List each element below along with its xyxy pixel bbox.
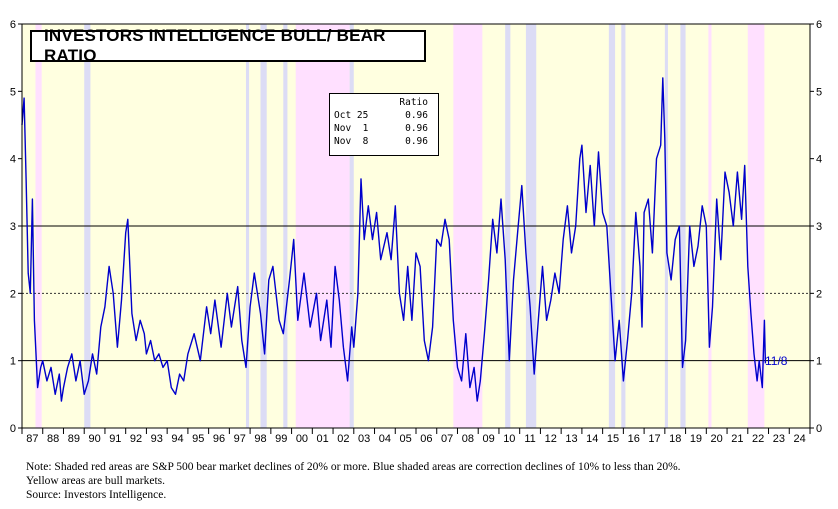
- x-tick-label: 87: [26, 433, 38, 445]
- x-tick-label: 23: [773, 433, 785, 445]
- x-tick-label: 95: [192, 433, 204, 445]
- x-tick-label: 17: [648, 433, 660, 445]
- x-tick-label: 93: [151, 433, 163, 445]
- chart-title: INVESTORS INTELLIGENCE BULL/ BEAR RATIO: [44, 26, 386, 65]
- x-tick-label: 21: [731, 433, 743, 445]
- x-tick-label: 16: [628, 433, 640, 445]
- x-tick-label: 11: [524, 433, 535, 445]
- x-axis: 87 88 89 90 91 92 93 94 95 96 97 98 99 00 01 02 03 04 05 06…: [21, 428, 811, 445]
- y-tick-label: 6: [816, 19, 822, 31]
- chart-notes: Note: Shaded red areas are S&P 500 bear …: [26, 460, 826, 502]
- y-axis-right: 0 1 2 3 4 5 6: [810, 19, 822, 435]
- series-layer: [21, 77, 767, 402]
- ratio-value: 0.96: [405, 136, 428, 147]
- ratio-date: Oct 25: [334, 110, 369, 121]
- ratio-value: 0.96: [405, 123, 428, 134]
- series-line: [21, 77, 767, 402]
- y-tick-label: 0: [816, 423, 822, 435]
- ratio-table-header: Ratio: [399, 97, 428, 108]
- x-tick-label: 14: [586, 433, 598, 445]
- x-tick-label: 02: [337, 433, 349, 445]
- x-tick-label: 06: [420, 433, 432, 445]
- last-value-label: 11/8: [765, 354, 788, 368]
- x-tick-label: 07: [441, 433, 453, 445]
- x-tick-label: 91: [109, 433, 121, 445]
- ratio-date: Nov 8: [334, 136, 369, 147]
- chart-title-box: INVESTORS INTELLIGENCE BULL/ BEAR RATIO: [30, 26, 426, 65]
- y-tick-label: 6: [10, 19, 16, 31]
- reference-lines: [22, 225, 810, 362]
- x-tick-label: 20: [711, 433, 723, 445]
- x-tick-label: 03: [358, 433, 370, 445]
- x-tick-label: 15: [607, 433, 619, 445]
- y-tick-label: 3: [10, 221, 16, 233]
- ratio-value: 0.96: [405, 110, 428, 121]
- ratio-row: Nov 8 0.96: [334, 136, 434, 149]
- y-axis-left: 0 1 2 3 4 5 6: [10, 19, 22, 435]
- x-tick-label: 24: [794, 433, 806, 445]
- x-tick-label: 96: [213, 433, 225, 445]
- x-tick-label: 99: [275, 433, 287, 445]
- ratio-date: Nov 1: [334, 123, 369, 134]
- x-tick-label: 22: [752, 433, 764, 445]
- x-tick-label: 13: [565, 433, 577, 445]
- ratio-row: Nov 1 0.96: [334, 123, 434, 136]
- x-tick-label: 08: [462, 433, 474, 445]
- x-tick-label: 04: [379, 433, 391, 445]
- x-tick-label: 19: [690, 433, 702, 445]
- y-tick-label: 4: [10, 154, 16, 166]
- x-tick-label: 94: [171, 433, 183, 445]
- y-tick-label: 1: [816, 356, 822, 368]
- x-tick-label: 98: [254, 433, 266, 445]
- y-tick-label: 5: [10, 86, 16, 98]
- ratio-table: Ratio Oct 25 0.96 Nov 1 0.96 Nov 8 0.96: [329, 93, 439, 156]
- x-tick-label: 09: [482, 433, 494, 445]
- note-line: Yellow areas are bull markets.: [26, 475, 166, 487]
- x-tick-label: 92: [130, 433, 142, 445]
- note-line: Note: Shaded red areas are S&P 500 bear …: [26, 461, 681, 473]
- ratio-row: Oct 25 0.96: [334, 110, 434, 123]
- x-tick-label: 12: [545, 433, 557, 445]
- note-line: Source: Investors Intelligence.: [26, 489, 167, 501]
- y-tick-label: 0: [10, 423, 16, 435]
- x-tick-label: 89: [68, 433, 80, 445]
- x-tick-label: 90: [88, 433, 100, 445]
- x-tick-label: 00: [296, 433, 308, 445]
- x-tick-label: 18: [669, 433, 681, 445]
- x-tick-label: 97: [234, 433, 246, 445]
- y-tick-label: 3: [816, 221, 822, 233]
- x-tick-label: 88: [47, 433, 59, 445]
- y-tick-label: 5: [816, 86, 822, 98]
- x-tick-label: 01: [317, 433, 329, 445]
- y-tick-label: 2: [10, 288, 16, 300]
- x-tick-label: 10: [503, 433, 515, 445]
- x-tick-label: 05: [400, 433, 412, 445]
- y-tick-label: 4: [816, 154, 822, 166]
- y-tick-label: 1: [10, 356, 16, 368]
- y-tick-label: 2: [816, 288, 822, 300]
